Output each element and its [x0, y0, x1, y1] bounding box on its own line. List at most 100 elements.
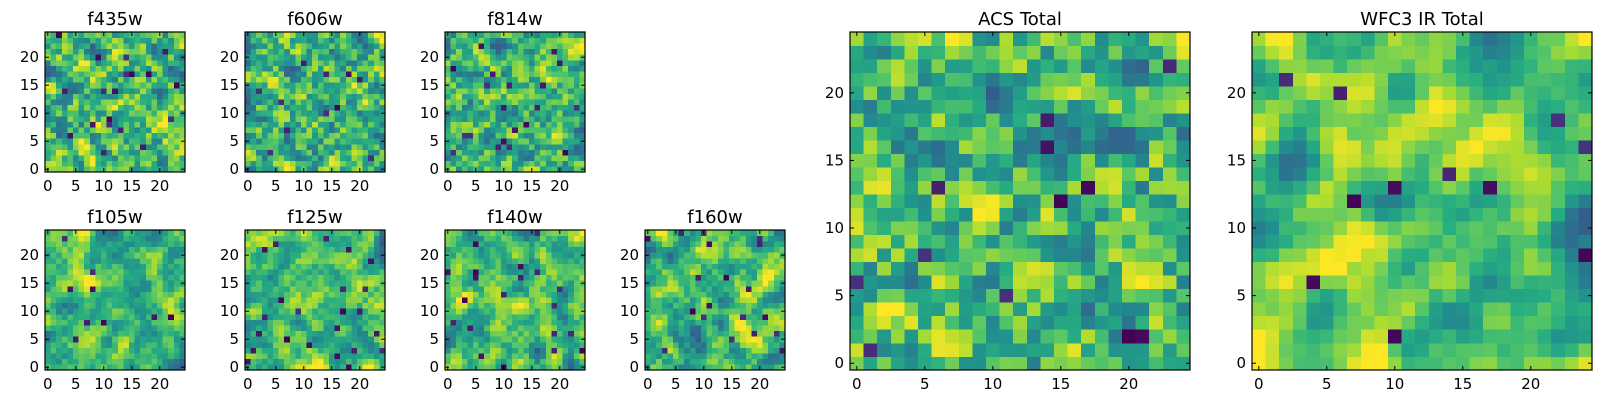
- heatmap-cell: [267, 43, 274, 50]
- heatmap-cell: [140, 32, 147, 38]
- heatmap-cell: [534, 43, 541, 50]
- heatmap-cell: [958, 302, 973, 317]
- heatmap-cell: [179, 353, 186, 360]
- heatmap-cell: [512, 274, 519, 281]
- heatmap-cell: [289, 37, 296, 44]
- heatmap-cell: [712, 342, 719, 348]
- heatmap-cell: [140, 88, 147, 94]
- heatmap-cell: [145, 127, 152, 134]
- heatmap-cell: [84, 99, 91, 106]
- heatmap-cell: [650, 308, 657, 315]
- heatmap-cell: [56, 121, 63, 128]
- heatmap-cell: [267, 48, 274, 55]
- heatmap-cell: [101, 54, 107, 61]
- heatmap-cell: [512, 71, 519, 78]
- heatmap-cell: [656, 364, 663, 371]
- heatmap-cell: [540, 104, 547, 111]
- heatmap-cell: [445, 347, 451, 354]
- heatmap-cell: [78, 347, 85, 354]
- heatmap-cell: [1040, 342, 1055, 357]
- heatmap-cell: [140, 104, 147, 111]
- heatmap-cell: [250, 342, 257, 348]
- heatmap-cell: [456, 286, 463, 292]
- heatmap-cell: [84, 82, 91, 89]
- heatmap-cell: [284, 88, 291, 94]
- heatmap-cell: [1108, 302, 1123, 317]
- heatmap-cell: [357, 274, 363, 281]
- heatmap-cell: [89, 347, 96, 354]
- heatmap-cell: [67, 319, 74, 326]
- heatmap-cell: [557, 297, 563, 304]
- heatmap-cell: [529, 76, 535, 83]
- heatmap-cell: [877, 180, 892, 195]
- heatmap-cell: [373, 347, 380, 354]
- heatmap-cell: [89, 336, 96, 343]
- heatmap-cell: [273, 308, 279, 315]
- heatmap-cell: [162, 246, 169, 253]
- heatmap-cell: [162, 252, 169, 259]
- heatmap-cell: [495, 258, 502, 264]
- heatmap-cell: [157, 155, 163, 162]
- heatmap-cell: [317, 280, 324, 287]
- heatmap-cell: [323, 138, 330, 145]
- heatmap-cell: [489, 155, 496, 162]
- heatmap-cell: [545, 297, 552, 304]
- heatmap-cell: [379, 104, 386, 111]
- heatmap-cell: [117, 155, 124, 162]
- heatmap-cell: [701, 297, 707, 304]
- heatmap-cell: [456, 336, 463, 343]
- heatmap-cell: [151, 54, 158, 61]
- heatmap-cell: [478, 60, 485, 66]
- heatmap-cell: [461, 104, 468, 111]
- heatmap-cell: [517, 149, 524, 156]
- heatmap-cell: [712, 235, 719, 242]
- y-tick-label: 20: [20, 246, 39, 264]
- heatmap-cell: [84, 160, 91, 167]
- heatmap-cell: [379, 325, 386, 332]
- y-tick-label: 10: [220, 104, 239, 122]
- heatmap-cell: [768, 241, 775, 248]
- heatmap-cell: [95, 269, 102, 276]
- heatmap-cell: [379, 314, 386, 320]
- heatmap-cell: [512, 121, 519, 128]
- heatmap-cell: [89, 252, 96, 259]
- heatmap-cell: [245, 104, 251, 111]
- heatmap-cell: [345, 263, 352, 270]
- heatmap-cell: [456, 54, 463, 61]
- heatmap-cell: [551, 88, 558, 94]
- heatmap-cell: [557, 308, 563, 315]
- heatmap-cell: [456, 297, 463, 304]
- heatmap-cell: [306, 325, 313, 332]
- heatmap-cell: [1081, 329, 1096, 344]
- heatmap-cell: [762, 291, 769, 298]
- heatmap-cell: [706, 280, 713, 287]
- heatmap-cell: [918, 207, 932, 222]
- heatmap-cell: [340, 302, 347, 309]
- heatmap-cell: [157, 121, 163, 128]
- heatmap-cell: [745, 347, 752, 354]
- heatmap-cell: [545, 37, 552, 44]
- heatmap-cell: [134, 88, 141, 94]
- heatmap-cell: [450, 230, 457, 236]
- heatmap-cell: [467, 286, 474, 292]
- heatmap-cell: [151, 121, 158, 128]
- heatmap-cell: [179, 319, 186, 326]
- heatmap-cell: [568, 330, 575, 337]
- heatmap-cell: [261, 166, 268, 173]
- heatmap-cell: [456, 291, 463, 298]
- heatmap-cell: [717, 235, 724, 242]
- heatmap-cell: [45, 286, 51, 292]
- heatmap-cell: [745, 235, 752, 242]
- heatmap-cell: [656, 286, 663, 292]
- heatmap-cell: [129, 121, 135, 128]
- heatmap-cell: [329, 155, 335, 162]
- heatmap-cell: [56, 60, 63, 66]
- heatmap-cell: [661, 330, 668, 337]
- heatmap-cell: [95, 297, 102, 304]
- heatmap-cell: [740, 342, 747, 348]
- heatmap-cell: [557, 314, 563, 320]
- heatmap-cell: [145, 342, 152, 348]
- heatmap-cell: [106, 32, 113, 38]
- heatmap-cell: [140, 302, 147, 309]
- heatmap-cell: [512, 347, 519, 354]
